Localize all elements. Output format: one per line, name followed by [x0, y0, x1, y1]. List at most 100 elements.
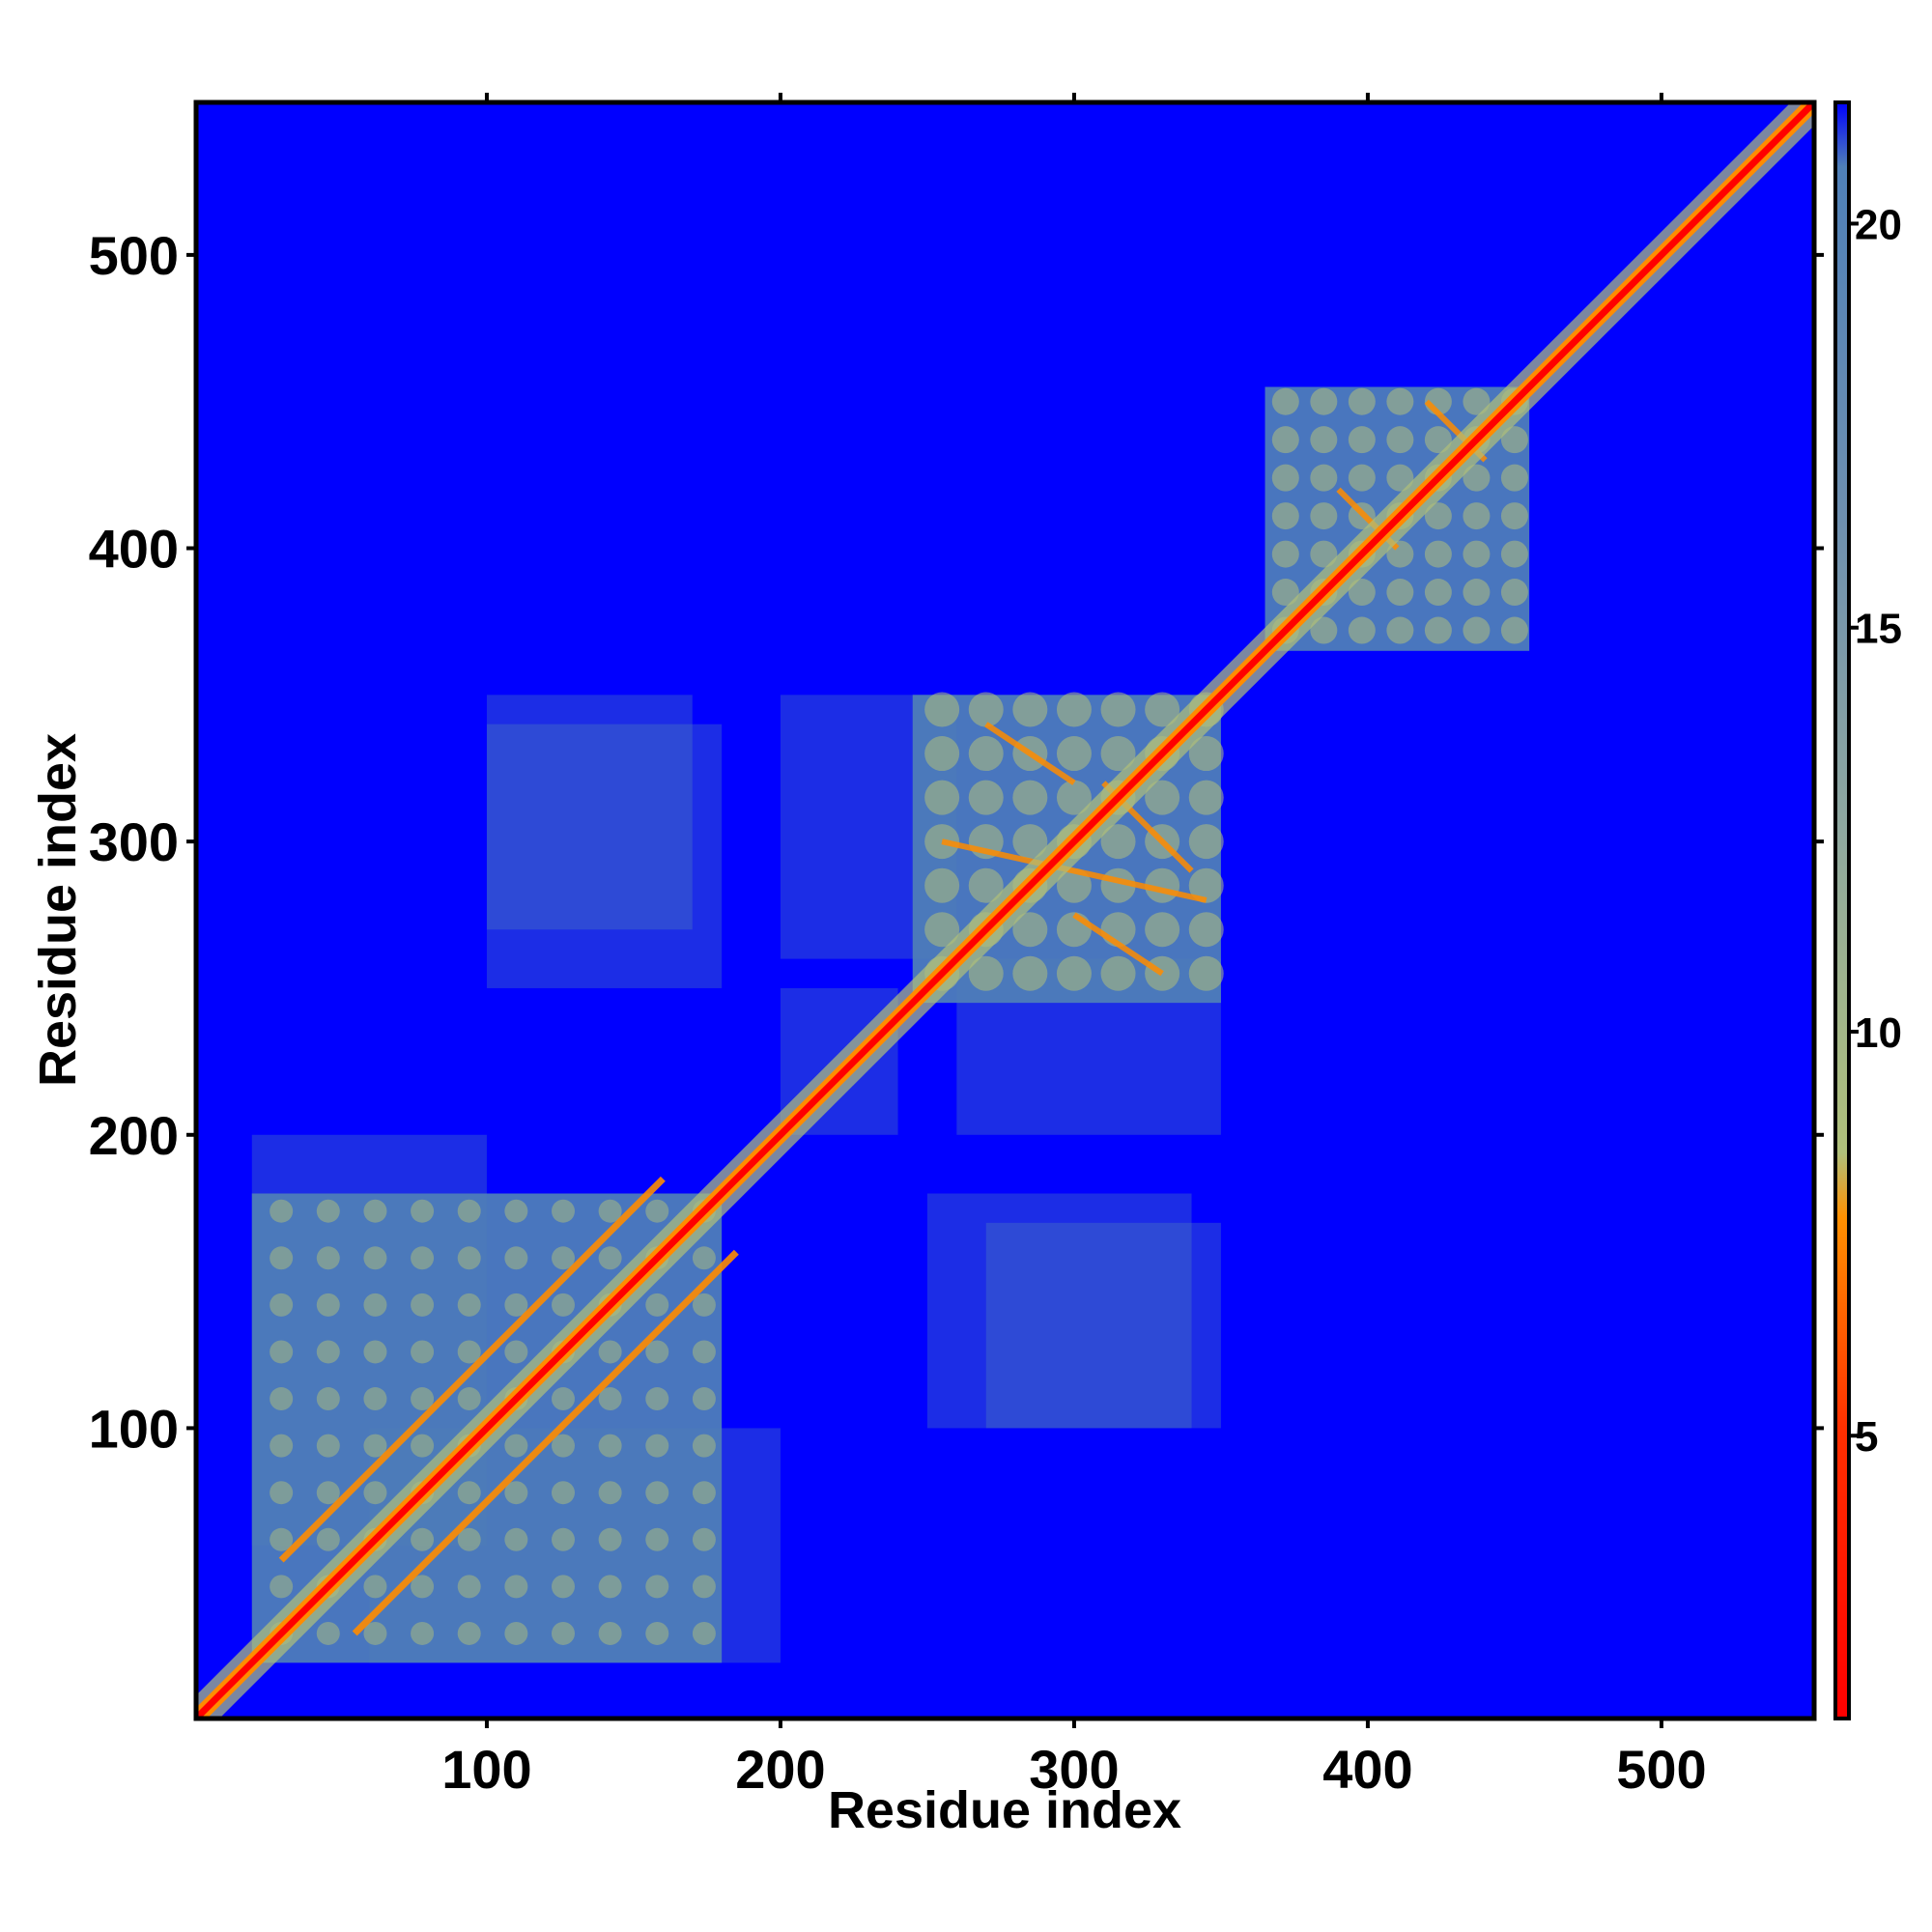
contact-cluster	[504, 1199, 528, 1223]
contact-cluster	[1386, 579, 1414, 607]
contact-cluster	[598, 1527, 622, 1551]
colorbar-ticks: 5 10 15 20	[1849, 201, 1902, 1461]
contact-cluster	[363, 1575, 387, 1599]
contact-cluster	[1271, 426, 1299, 454]
contact-cluster	[598, 1340, 622, 1364]
x-axis-ticks: 100 200 300 400 500	[441, 93, 1707, 1800]
colorbar-tick-label: 20	[1855, 201, 1902, 248]
contact-cluster	[270, 1387, 294, 1411]
contact-cluster	[645, 1527, 669, 1551]
contact-cluster	[457, 1621, 481, 1645]
contact-cluster	[598, 1387, 622, 1411]
contact-cluster	[1310, 616, 1338, 644]
contact-cluster	[1310, 502, 1338, 530]
contact-cluster	[1500, 579, 1528, 607]
antiparallel-contact-band	[941, 838, 1208, 903]
contact-cluster	[1012, 955, 1048, 991]
contact-cluster	[924, 912, 960, 948]
contact-cluster	[363, 1481, 387, 1505]
contact-cluster	[1188, 736, 1224, 772]
contact-cluster	[316, 1340, 340, 1364]
contact-cluster	[457, 1387, 481, 1411]
contact-cluster	[1012, 692, 1048, 727]
contact-cluster	[598, 1199, 622, 1223]
contact-cluster	[1100, 955, 1136, 991]
x-tick-label: 300	[1029, 1739, 1119, 1800]
contact-cluster	[645, 1340, 669, 1364]
contact-cluster	[1500, 540, 1528, 568]
contact-cluster	[1310, 464, 1338, 492]
contact-cluster	[1056, 955, 1092, 991]
colorbar-tick-label: 15	[1855, 606, 1902, 653]
contact-cluster	[1145, 912, 1180, 948]
contact-cluster	[598, 1621, 622, 1645]
contact-cluster	[645, 1387, 669, 1411]
contact-cluster	[1145, 692, 1180, 727]
contact-cluster	[411, 1621, 435, 1645]
contact-cluster	[1271, 464, 1299, 492]
antiparallel-contact-band	[984, 722, 1076, 785]
contact-speckle-region	[780, 695, 957, 959]
diagonal-line	[196, 102, 1814, 1719]
contact-cluster	[1348, 464, 1376, 492]
y-tick-label: 100	[89, 1398, 179, 1459]
contact-speckle-region	[926, 1193, 1192, 1429]
colorbar-tick-label: 5	[1855, 1413, 1878, 1461]
contact-cluster	[1463, 579, 1491, 607]
y-tick-label: 200	[89, 1105, 179, 1166]
contact-cluster	[1310, 387, 1338, 415]
contact-cluster	[968, 692, 1004, 727]
contact-cluster	[692, 1293, 716, 1317]
contact-cluster	[1271, 387, 1299, 415]
contact-cluster	[924, 736, 960, 772]
contact-cluster	[504, 1527, 528, 1551]
contact-cluster	[968, 867, 1004, 903]
contact-cluster	[1271, 502, 1299, 530]
x-tick-label: 400	[1322, 1739, 1412, 1800]
contact-cluster	[551, 1621, 575, 1645]
y-axis-title: Residue index	[29, 733, 87, 1087]
parallel-contact-band	[278, 1176, 666, 1563]
contact-cluster	[1386, 464, 1414, 492]
contact-cluster	[645, 1481, 669, 1505]
contact-cluster	[551, 1246, 575, 1270]
contact-cluster	[1056, 692, 1092, 727]
contact-cluster	[1463, 502, 1491, 530]
contact-cluster	[924, 867, 960, 903]
contact-cluster	[692, 1246, 716, 1270]
colorbar	[1833, 100, 1851, 1720]
contact-cluster	[692, 1527, 716, 1551]
contact-cluster	[504, 1481, 528, 1505]
contact-cluster	[363, 1387, 387, 1411]
contact-cluster	[1463, 616, 1491, 644]
contact-cluster	[1100, 736, 1136, 772]
contact-cluster	[968, 780, 1004, 815]
contact-speckle-region	[486, 724, 723, 988]
x-tick-label: 200	[735, 1739, 825, 1800]
contact-cluster	[692, 1387, 716, 1411]
contact-cluster	[1056, 780, 1092, 815]
contact-cluster	[1100, 824, 1136, 860]
y-tick-label: 400	[89, 519, 179, 580]
contact-cluster	[1424, 616, 1452, 644]
contact-cluster	[645, 1434, 669, 1458]
contact-cluster	[598, 1481, 622, 1505]
contact-speckle-region	[985, 1222, 1221, 1429]
contact-speckle-region	[486, 695, 693, 930]
contact-cluster	[1271, 579, 1299, 607]
contact-cluster	[1463, 387, 1491, 415]
x-tick-label: 500	[1616, 1739, 1706, 1800]
contact-cluster	[316, 1199, 340, 1223]
contact-cluster	[692, 1575, 716, 1599]
contact-cluster	[504, 1340, 528, 1364]
contact-cluster	[1386, 616, 1414, 644]
y-axis-ticks: 100 200 300 400 500	[89, 225, 1824, 1459]
contact-cluster	[1188, 824, 1224, 860]
contact-cluster	[316, 1481, 340, 1505]
contact-cluster	[1310, 426, 1338, 454]
contact-cluster	[1463, 464, 1491, 492]
contact-cluster	[1500, 426, 1528, 454]
contact-cluster	[645, 1621, 669, 1645]
contact-cluster	[692, 1340, 716, 1364]
contact-cluster	[1012, 824, 1048, 860]
